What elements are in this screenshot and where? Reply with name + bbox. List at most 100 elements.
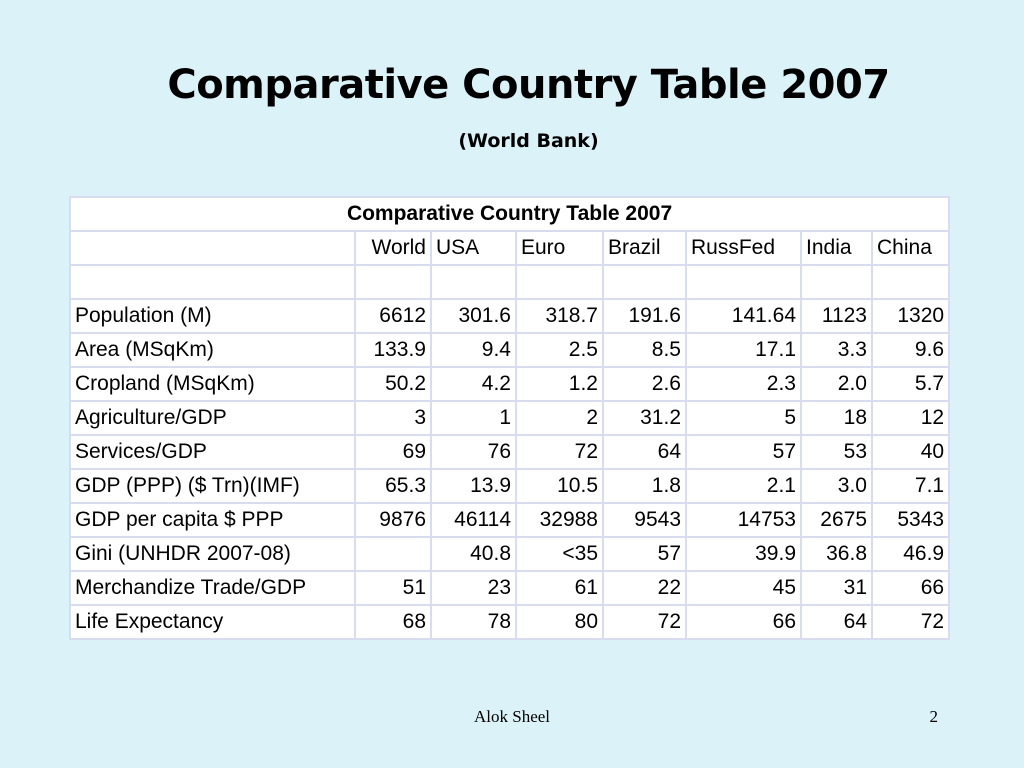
table-cell: 45: [685, 570, 802, 606]
row-label: Cropland (MSqKm): [69, 366, 356, 402]
table-cell: 2.3: [685, 366, 802, 402]
empty-cell: [69, 264, 356, 300]
table-cell: 51: [354, 570, 432, 606]
table-cell: 72: [602, 604, 687, 640]
table-cell: 9876: [354, 502, 432, 538]
table-cell: 141.64: [685, 298, 802, 334]
table-row: GDP (PPP) ($ Trn)(IMF) 65.3 13.9 10.5 1.8 2.1…: [69, 468, 951, 504]
table-cell: 31.2: [602, 400, 687, 436]
table-cell: 9.4: [430, 332, 517, 368]
column-header-brazil: Brazil: [602, 230, 687, 266]
table-cell: 1.2: [515, 366, 604, 402]
table-cell: 2.0: [800, 366, 873, 402]
table-cell: 32988: [515, 502, 604, 538]
table-cell: 1123: [800, 298, 873, 334]
row-label: GDP (PPP) ($ Trn)(IMF): [69, 468, 356, 504]
row-label: Gini (UNHDR 2007-08): [69, 536, 356, 572]
row-label: Area (MSqKm): [69, 332, 356, 368]
table-cell: 1: [430, 400, 517, 436]
table-cell: 78: [430, 604, 517, 640]
table-cell: 68: [354, 604, 432, 640]
table-cell: 72: [870, 604, 951, 640]
table-header-row: World USA Euro Brazil RussFed India Chin…: [69, 230, 951, 266]
table-cell: 64: [602, 434, 687, 470]
table-cell: [354, 536, 432, 572]
row-label: Life Expectancy: [69, 604, 356, 640]
table-row: Gini (UNHDR 2007-08) 40.8 <35 57 39.9 36.8 46.…: [69, 536, 951, 572]
empty-cell: [800, 264, 873, 300]
empty-cell: [430, 264, 517, 300]
column-header-usa: USA: [430, 230, 517, 266]
table-cell: 66: [870, 570, 951, 606]
table-cell: 6612: [354, 298, 432, 334]
table-cell: 69: [354, 434, 432, 470]
column-header-euro: Euro: [515, 230, 604, 266]
table-cell: 3: [354, 400, 432, 436]
table-cell: 80: [515, 604, 604, 640]
table-row: Population (M) 6612 301.6 318.7 191.6 141.64 1…: [69, 298, 951, 334]
column-header-india: India: [800, 230, 873, 266]
table-cell: 46114: [430, 502, 517, 538]
table-cell: 36.8: [800, 536, 873, 572]
table-cell: 57: [685, 434, 802, 470]
table-cell: 72: [515, 434, 604, 470]
table-cell: 9.6: [870, 332, 951, 368]
table-cell: 191.6: [602, 298, 687, 334]
table-cell: 2.1: [685, 468, 802, 504]
table-cell: 31: [800, 570, 873, 606]
table-cell: 46.9: [870, 536, 951, 572]
table-caption: Comparative Country Table 2007: [68, 196, 951, 232]
table-cell: 2.5: [515, 332, 604, 368]
slide-subtitle: (World Bank): [458, 130, 599, 152]
table-cell: 40: [870, 434, 951, 470]
table-cell: 57: [602, 536, 687, 572]
table-cell: 2675: [800, 502, 873, 538]
column-header-russfed: RussFed: [685, 230, 802, 266]
table-cell: 2: [515, 400, 604, 436]
table-cell: 40.8: [430, 536, 517, 572]
footer-author: Alok Sheel: [473, 707, 551, 726]
table-cell: 5.7: [870, 366, 951, 402]
row-label: Merchandize Trade/GDP: [69, 570, 356, 606]
comparative-country-table: Comparative Country Table 2007 World USA…: [68, 196, 951, 640]
empty-cell: [354, 264, 432, 300]
table-cell: 22: [602, 570, 687, 606]
table-cell: 3.3: [800, 332, 873, 368]
table-cell: 66: [685, 604, 802, 640]
table-cell: 2.6: [602, 366, 687, 402]
table-row: GDP per capita $ PPP 9876 46114 32988 9543 14…: [69, 502, 951, 538]
table-cell: 133.9: [354, 332, 432, 368]
table-cell: 13.9: [430, 468, 517, 504]
empty-cell: [515, 264, 604, 300]
table-cell: 301.6: [430, 298, 517, 334]
table-cell: 76: [430, 434, 517, 470]
table-cell: <35: [515, 536, 604, 572]
table-row: Services/GDP 69 76 72 64 57 53 40: [69, 434, 951, 470]
table-cell: 64: [800, 604, 873, 640]
table-cell: 23: [430, 570, 517, 606]
table-cell: 50.2: [354, 366, 432, 402]
table-cell: 4.2: [430, 366, 517, 402]
table-cell: 10.5: [515, 468, 604, 504]
row-label: Agriculture/GDP: [69, 400, 356, 436]
table-cell: 1320: [870, 298, 951, 334]
table-cell: 318.7: [515, 298, 604, 334]
table-cell: 39.9: [685, 536, 802, 572]
row-label: GDP per capita $ PPP: [69, 502, 356, 538]
slide-title: Comparative Country Table 2007: [167, 62, 890, 108]
column-header-china: China: [870, 230, 951, 266]
table-row: Life Expectancy 68 78 80 72 66 64 72: [69, 604, 951, 640]
page-number: 2: [929, 707, 939, 726]
table-spacer-row: [69, 264, 951, 300]
table-cell: 12: [870, 400, 951, 436]
table-cell: 5343: [870, 502, 951, 538]
table-cell: 18: [800, 400, 873, 436]
table-body: Population (M) 6612 301.6 318.7 191.6 141.64 1…: [69, 298, 951, 640]
column-header-world: World: [354, 230, 432, 266]
table-cell: 61: [515, 570, 604, 606]
table-cell: 14753: [685, 502, 802, 538]
table-cell: 1.8: [602, 468, 687, 504]
table-cell: 5: [685, 400, 802, 436]
table-row: Area (MSqKm) 133.9 9.4 2.5 8.5 17.1 3.3 9.6: [69, 332, 951, 368]
table-row: Cropland (MSqKm) 50.2 4.2 1.2 2.6 2.3 2.0 5.7: [69, 366, 951, 402]
